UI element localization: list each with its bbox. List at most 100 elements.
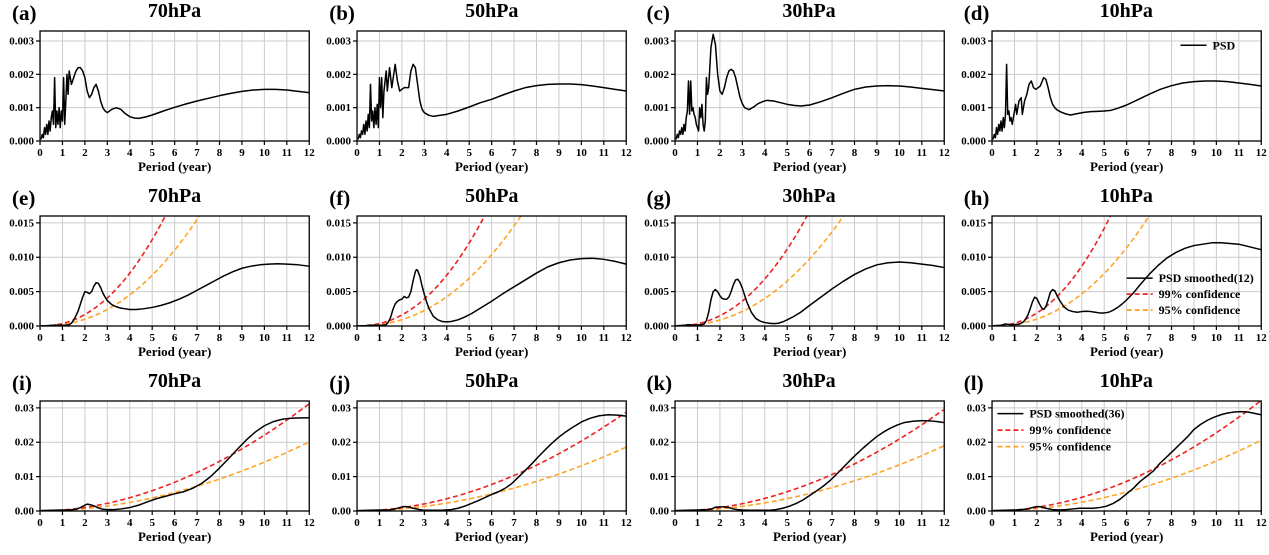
y-tick-label: 0.000 xyxy=(9,321,34,333)
series-psd-smoothed-12- xyxy=(991,242,1261,326)
y-tick-label: 0.015 xyxy=(644,217,669,229)
series-psd-smoothed-36- xyxy=(40,417,310,511)
panel-title: 70hPa xyxy=(147,185,202,207)
series-95-confidence xyxy=(675,216,844,326)
legend-label: 99% confidence xyxy=(1158,287,1240,301)
x-tick-label: 12 xyxy=(621,332,633,344)
panel-header: (a) 70hPa xyxy=(0,0,317,26)
legend-label: PSD smoothed(36) xyxy=(1029,407,1124,421)
x-tick-label: 1 xyxy=(694,147,700,159)
series-95-confidence xyxy=(358,446,627,511)
panel-l: (l) 10hPa 0 1 2 3 4 5 6 7 8 9 10 11 12 0.00 0.01 0.02 0.03… xyxy=(952,370,1269,555)
series-psd-smoothed-12- xyxy=(357,257,627,326)
x-tick-label: 5 xyxy=(784,147,790,159)
y-tick-label: 0.003 xyxy=(327,36,352,48)
x-tick-label: 9 xyxy=(1191,147,1197,159)
y-tick-label: 0.03 xyxy=(967,402,987,414)
plot-c: 0 1 2 3 4 5 6 7 8 9 10 11 120.0000.0010.0020.003Peri… xyxy=(644,30,950,174)
x-axis-label: Period (year) xyxy=(1090,344,1163,359)
panel-header: (b) 50hPa xyxy=(317,0,634,26)
x-tick-label: 9 xyxy=(239,147,245,159)
x-axis-label: Period (year) xyxy=(138,529,211,544)
x-tick-label: 5 xyxy=(467,517,473,529)
panel-header: (c) 30hPa xyxy=(635,0,952,26)
x-tick-label: 6 xyxy=(806,332,812,344)
series-psd xyxy=(40,66,310,140)
x-tick-label: 6 xyxy=(1124,517,1130,529)
x-tick-label: 10 xyxy=(893,147,905,159)
x-axis-label: Period (year) xyxy=(772,529,845,544)
x-axis-label: Period (year) xyxy=(772,344,845,359)
x-tick-label: 8 xyxy=(1169,332,1175,344)
y-tick-label: 0.02 xyxy=(332,437,352,449)
panel-letter: (i) xyxy=(12,371,32,395)
x-tick-label: 6 xyxy=(806,517,812,529)
x-tick-label: 9 xyxy=(874,147,880,159)
series-psd xyxy=(674,33,944,140)
y-tick-label: 0.010 xyxy=(644,252,669,264)
x-axis-label: Period (year) xyxy=(455,529,528,544)
x-tick-label: 5 xyxy=(149,517,155,529)
x-axis-label: Period (year) xyxy=(455,159,528,174)
panel-letter: (j) xyxy=(329,371,351,395)
x-axis-label: Period (year) xyxy=(1090,159,1163,174)
series-99-confidence xyxy=(992,216,1112,326)
x-tick-label: 7 xyxy=(1146,332,1152,344)
series-99-confidence xyxy=(358,216,486,326)
x-tick-label: 10 xyxy=(1211,332,1223,344)
y-tick-label: 0.000 xyxy=(327,321,352,333)
x-tick-label: 2 xyxy=(82,147,88,159)
panel-f: (f) 50hPa 0 1 2 3 4 5 6 7 8 9 10 11 12 0.000 0.005 0.010 0… xyxy=(317,185,634,370)
x-tick-label: 11 xyxy=(282,147,292,159)
legend-label: 99% confidence xyxy=(1029,423,1111,437)
x-tick-label: 10 xyxy=(893,332,905,344)
x-tick-label: 9 xyxy=(556,517,562,529)
x-tick-label: 0 xyxy=(672,517,678,529)
x-tick-label: 2 xyxy=(717,332,723,344)
panel-title: 50hPa xyxy=(465,185,519,207)
x-tick-label: 8 xyxy=(534,332,540,344)
x-tick-label: 5 xyxy=(467,147,473,159)
x-tick-label: 6 xyxy=(489,517,495,529)
x-tick-label: 0 xyxy=(37,517,43,529)
x-tick-label: 2 xyxy=(399,332,405,344)
series-95-confidence xyxy=(41,441,309,511)
x-tick-label: 8 xyxy=(851,517,857,529)
x-tick-label: 10 xyxy=(576,147,588,159)
x-tick-label: 11 xyxy=(1233,517,1243,529)
panel-title: 10hPa xyxy=(1099,370,1153,392)
x-tick-label: 9 xyxy=(239,517,245,529)
series-95-confidence xyxy=(358,216,523,326)
series-95-confidence xyxy=(675,445,944,511)
x-tick-label: 3 xyxy=(739,517,745,529)
x-tick-label: 4 xyxy=(1079,147,1085,159)
y-tick-label: 0.003 xyxy=(9,36,34,48)
y-tick-label: 0.03 xyxy=(15,402,35,414)
x-tick-label: 11 xyxy=(282,517,292,529)
series-psd-smoothed-36- xyxy=(357,414,627,511)
panel-letter: (g) xyxy=(646,186,672,210)
x-axis-label: Period (year) xyxy=(138,159,211,174)
x-tick-label: 5 xyxy=(1101,332,1107,344)
legend: PSD xyxy=(1180,38,1235,52)
y-tick-label: 0.001 xyxy=(327,102,352,114)
x-tick-label: 11 xyxy=(599,147,609,159)
panel-c: (c) 30hPa 0 1 2 3 4 5 6 7 8 9 10 11 12 0.000 0.001 0.002 0… xyxy=(635,0,952,185)
panel-g: (g) 30hPa 0 1 2 3 4 5 6 7 8 9 10 11 12 0.000 0.005 0.010 0… xyxy=(635,185,952,370)
panel-header: (e) 70hPa xyxy=(0,185,317,211)
x-tick-label: 8 xyxy=(851,332,857,344)
x-tick-label: 1 xyxy=(1011,147,1017,159)
x-tick-label: 1 xyxy=(60,332,66,344)
y-tick-label: 0.03 xyxy=(332,402,352,414)
y-tick-label: 0.01 xyxy=(967,471,986,483)
x-tick-label: 1 xyxy=(60,147,66,159)
x-tick-label: 10 xyxy=(259,332,271,344)
y-tick-label: 0.001 xyxy=(961,102,986,114)
x-tick-label: 8 xyxy=(217,517,223,529)
panel-header: (d) 10hPa xyxy=(952,0,1269,26)
x-tick-label: 12 xyxy=(938,332,950,344)
x-tick-label: 2 xyxy=(717,517,723,529)
x-tick-label: 2 xyxy=(1034,147,1040,159)
